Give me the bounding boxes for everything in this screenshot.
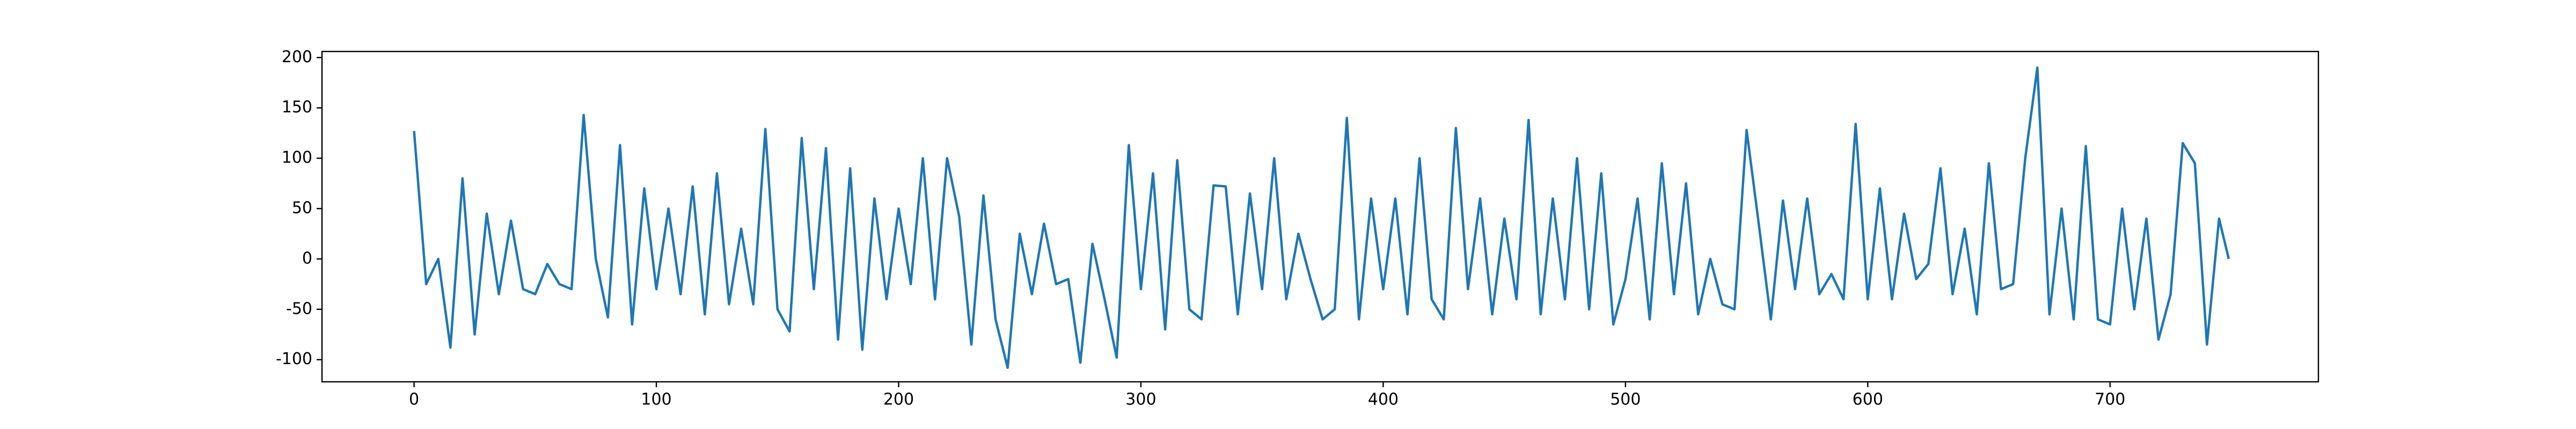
x-tick-label: 0 <box>409 390 419 409</box>
x-tick-label: 500 <box>1610 390 1641 409</box>
y-tick-label: -50 <box>286 299 312 318</box>
data-line <box>413 66 2230 369</box>
y-tick-label: 150 <box>282 98 312 117</box>
x-tick-label: 200 <box>883 390 914 409</box>
x-tick-label: 700 <box>2095 390 2125 409</box>
x-tick-label: 400 <box>1368 390 1399 409</box>
y-tick-label: 50 <box>292 198 312 217</box>
y-tick-label: 200 <box>282 48 312 66</box>
x-tick-label: 100 <box>641 390 671 409</box>
y-tick-label: -100 <box>276 350 312 368</box>
x-tick-label: 600 <box>1853 390 1883 409</box>
axes-frame <box>321 50 2319 383</box>
y-tick-label: 100 <box>282 149 312 167</box>
x-tick-label: 300 <box>1125 390 1156 409</box>
y-tick-label: 0 <box>302 249 312 268</box>
